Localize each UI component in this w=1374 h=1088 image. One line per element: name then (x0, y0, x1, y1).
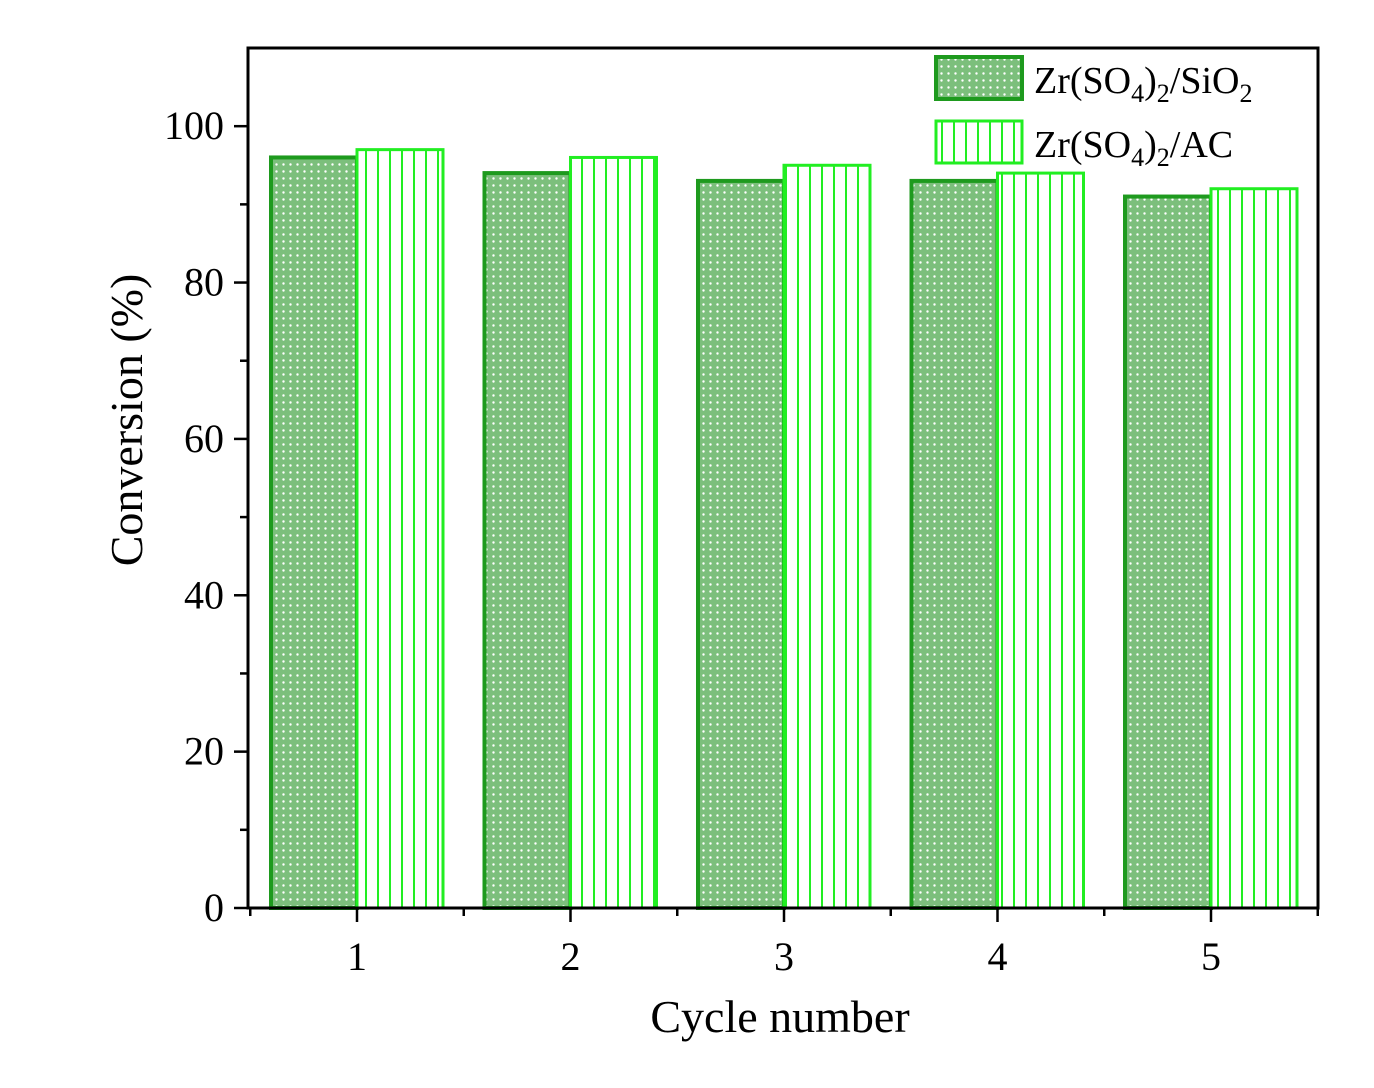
legend-swatch-series-2 (934, 119, 1024, 165)
bar-series-2-cycle-1 (355, 148, 445, 910)
legend-label-series-2: Zr(SO4)2/AC (1034, 124, 1233, 172)
y-tick-label: 100 (164, 103, 224, 148)
y-axis: 0 20 40 60 80 100 (164, 103, 248, 930)
bar-series-2-cycle-2 (569, 155, 658, 910)
bar-series-1-cycle-5 (1123, 194, 1213, 910)
bar-series-1-cycle-1 (269, 155, 359, 911)
x-tick-label: 4 (988, 934, 1008, 979)
bar-series-1-cycle-3 (696, 178, 786, 910)
legend-label-series-1: Zr(SO4)2/SiO2 (1034, 60, 1252, 108)
y-tick-label: 40 (184, 572, 224, 617)
x-tick-label: 1 (347, 934, 367, 979)
y-tick-label: 20 (184, 729, 224, 774)
bar-series-1-cycle-2 (482, 171, 573, 911)
x-axis-title: Cycle number (650, 991, 909, 1042)
bar-series-2-cycle-3 (782, 163, 872, 910)
x-tick-label: 3 (774, 934, 794, 979)
y-tick-label: 0 (204, 885, 224, 930)
bar-series-2-cycle-5 (1209, 187, 1299, 910)
x-axis: 1 2 3 4 5 (249, 908, 1319, 979)
bar-series-1-cycle-4 (909, 178, 1000, 910)
legend-swatch-series-1 (934, 55, 1024, 101)
bars-layer (269, 148, 1299, 911)
y-axis-title: Conversion (%) (101, 274, 152, 567)
x-tick-label: 5 (1201, 934, 1221, 979)
y-tick-label: 80 (184, 260, 224, 305)
legend: Zr(SO4)2/SiO2 Zr(SO4)2/AC (934, 55, 1252, 172)
y-tick-label: 60 (184, 416, 224, 461)
bar-series-2-cycle-4 (996, 171, 1085, 910)
x-tick-label: 2 (561, 934, 581, 979)
